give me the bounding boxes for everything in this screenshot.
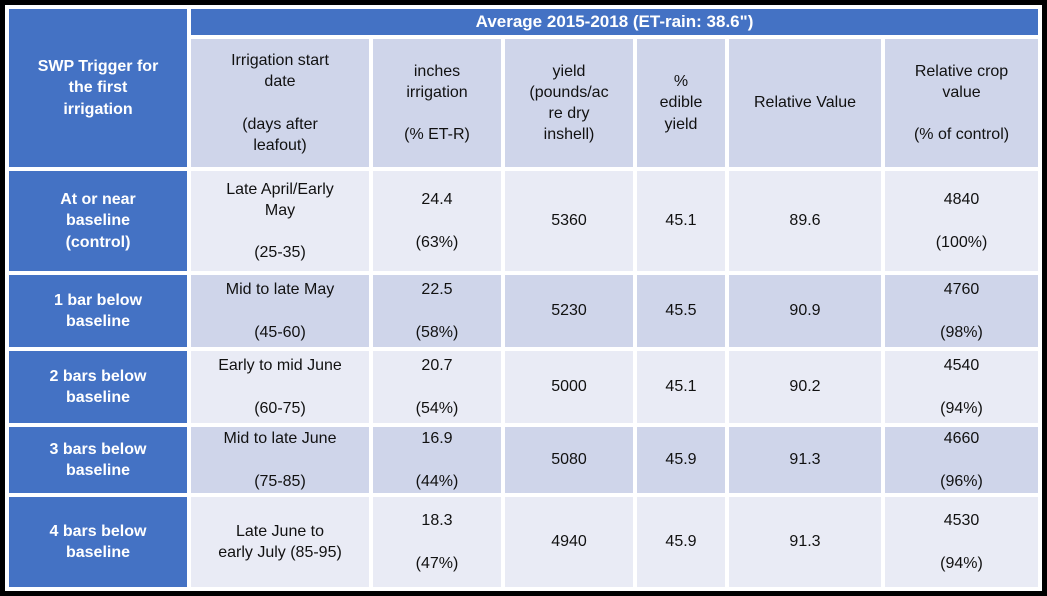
header-row-title: SWP Trigger for the first irrigation Ave… — [9, 9, 1039, 167]
table-row-control: At or near baseline (control) Late April… — [9, 171, 1039, 271]
row-header-2-bars: 2 bars below baseline — [9, 351, 187, 423]
cell-inches-irrigation: 22.5 (58%) — [373, 275, 501, 347]
cell-relative-value: 90.2 — [729, 351, 881, 423]
table-title-average: Average 2015-2018 (ET-rain: 38.6") — [191, 9, 1039, 35]
table-row-3-bars: 3 bars below baseline Mid to late June (… — [9, 427, 1039, 493]
cell-start-date: Late June to early July (85-95) — [191, 497, 369, 587]
cell-inches-irrigation: 24.4 (63%) — [373, 171, 501, 271]
cell-percent-edible: 45.1 — [637, 351, 725, 423]
cell-relative-value: 90.9 — [729, 275, 881, 347]
cell-inches-irrigation: 16.9 (44%) — [373, 427, 501, 493]
row-header-4-bars: 4 bars below baseline — [9, 497, 187, 587]
cell-yield: 5360 — [505, 171, 633, 271]
cell-relative-value: 91.3 — [729, 427, 881, 493]
cell-start-date: Early to mid June (60-75) — [191, 351, 369, 423]
cell-relative-value: 89.6 — [729, 171, 881, 271]
header-row-columns: Irrigation start date (days after leafou… — [9, 39, 1039, 167]
cell-relative-crop: 4540 (94%) — [885, 351, 1039, 423]
table-row-4-bars: 4 bars below baseline Late June to early… — [9, 497, 1039, 587]
cell-yield: 5230 — [505, 275, 633, 347]
cell-relative-crop: 4760 (98%) — [885, 275, 1039, 347]
corner-header-swp-trigger: SWP Trigger for the first irrigation — [9, 9, 187, 167]
cell-percent-edible: 45.9 — [637, 497, 725, 587]
col-header-inches-irrigation: inches irrigation (% ET-R) — [373, 39, 501, 167]
col-header-relative-value: Relative Value — [729, 39, 881, 167]
cell-inches-irrigation: 18.3 (47%) — [373, 497, 501, 587]
row-header-3-bars: 3 bars below baseline — [9, 427, 187, 493]
cell-percent-edible: 45.5 — [637, 275, 725, 347]
cell-start-date: Mid to late June (75-85) — [191, 427, 369, 493]
table-row-1-bar: 1 bar below baseline Mid to late May (45… — [9, 275, 1039, 347]
col-header-relative-crop-value: Relative crop value (% of control) — [885, 39, 1039, 167]
col-header-percent-edible-yield: % edible yield — [637, 39, 725, 167]
row-header-1-bar: 1 bar below baseline — [9, 275, 187, 347]
col-header-yield: yield (pounds/ac re dry inshell) — [505, 39, 633, 167]
cell-relative-crop: 4530 (94%) — [885, 497, 1039, 587]
cell-start-date: Late April/Early May (25-35) — [191, 171, 369, 271]
table-row-2-bars: 2 bars below baseline Early to mid June … — [9, 351, 1039, 423]
cell-inches-irrigation: 20.7 (54%) — [373, 351, 501, 423]
cell-yield: 4940 — [505, 497, 633, 587]
cell-percent-edible: 45.9 — [637, 427, 725, 493]
cell-yield: 5000 — [505, 351, 633, 423]
cell-start-date: Mid to late May (45-60) — [191, 275, 369, 347]
cell-percent-edible: 45.1 — [637, 171, 725, 271]
cell-yield: 5080 — [505, 427, 633, 493]
cell-relative-crop: 4840 (100%) — [885, 171, 1039, 271]
cell-relative-value: 91.3 — [729, 497, 881, 587]
col-header-irrigation-start-date: Irrigation start date (days after leafou… — [191, 39, 369, 167]
cell-relative-crop: 4660 (96%) — [885, 427, 1039, 493]
row-header-control: At or near baseline (control) — [9, 171, 187, 271]
